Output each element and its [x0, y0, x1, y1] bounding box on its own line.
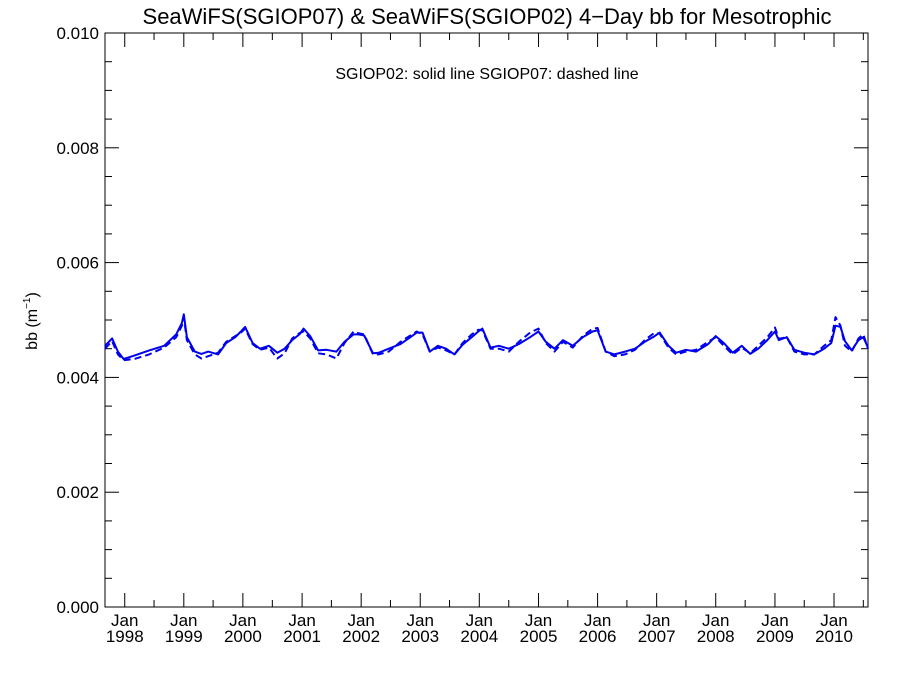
x-tick-label-month: Jan: [347, 611, 374, 630]
x-axis: Jan1998Jan1999Jan2000Jan2001Jan2002Jan20…: [106, 33, 864, 646]
x-tick-label-year: 2002: [342, 627, 380, 646]
y-tick-label: 0.002: [56, 483, 99, 502]
y-axis-label: bb (m−1): [22, 292, 41, 350]
x-tick-label-month: Jan: [761, 611, 788, 630]
y-axis: 0.000 0.002 0.004 0.006 0.008 0.010: [56, 24, 868, 617]
x-tick-label-year: 2008: [697, 627, 735, 646]
x-tick-label-year: 2010: [815, 627, 853, 646]
y-tick-label: 0.000: [56, 598, 99, 617]
plot-frame: [104, 32, 869, 608]
x-tick-label-month: Jan: [407, 611, 434, 630]
line-style-annotation: SGIOP02: solid line SGIOP07: dashed line: [335, 66, 638, 83]
series-line-sgiop07-dashed: [104, 316, 869, 362]
y-tick-label: 0.008: [56, 139, 99, 158]
x-tick-label-year: 2006: [579, 627, 617, 646]
x-tick-label-year: 2005: [520, 627, 558, 646]
chart-title: SeaWiFS(SGIOP07) & SeaWiFS(SGIOP02) 4−Da…: [143, 4, 832, 29]
x-tick-label-year: 2003: [401, 627, 439, 646]
x-tick-label-month: Jan: [111, 611, 138, 630]
x-tick-label-month: Jan: [525, 611, 552, 630]
x-tick-label-year: 2001: [283, 627, 321, 646]
x-tick-label-year: 1999: [165, 627, 203, 646]
x-tick-label-year: 2000: [224, 627, 262, 646]
x-tick-label-year: 2007: [638, 627, 676, 646]
series-layer: [104, 313, 869, 362]
x-tick-label-month: Jan: [643, 611, 670, 630]
y-tick-label: 0.010: [56, 24, 99, 43]
x-tick-label-month: Jan: [466, 611, 493, 630]
x-tick-label-month: Jan: [288, 611, 315, 630]
x-tick-label-year: 2004: [460, 627, 498, 646]
x-tick-label-month: Jan: [702, 611, 729, 630]
y-tick-label: 0.006: [56, 254, 99, 273]
x-tick-label-month: Jan: [229, 611, 256, 630]
x-tick-label-month: Jan: [170, 611, 197, 630]
x-tick-label-month: Jan: [584, 611, 611, 630]
x-tick-label-year: 1998: [106, 627, 144, 646]
x-tick-label-year: 2009: [756, 627, 794, 646]
y-tick-label: 0.004: [56, 368, 99, 387]
x-tick-label-month: Jan: [820, 611, 847, 630]
